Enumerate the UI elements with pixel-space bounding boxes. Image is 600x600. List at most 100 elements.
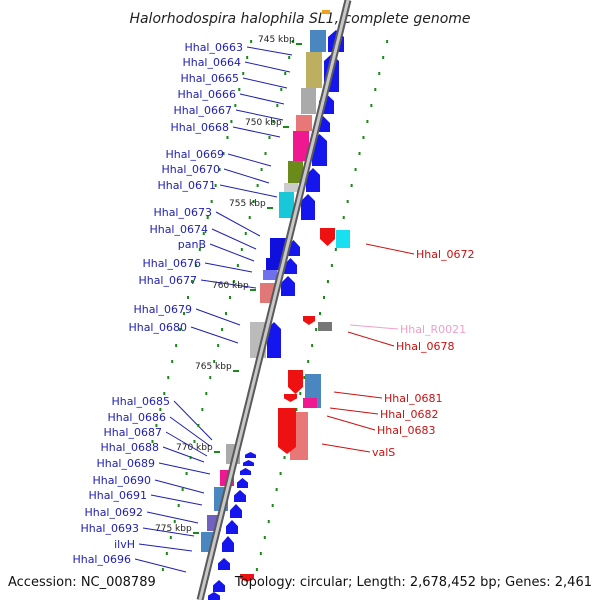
- gene-label[interactable]: Hhal_0689: [96, 457, 155, 470]
- gene-label[interactable]: Hhal_0665: [180, 72, 239, 85]
- gene-label[interactable]: Hhal_0696: [72, 553, 131, 566]
- tick-mark: [311, 344, 314, 347]
- gene-block: [303, 398, 317, 408]
- rna-label[interactable]: Hhal_R0021: [400, 323, 466, 336]
- gene-label[interactable]: Hhal_0688: [100, 441, 159, 454]
- summary-text: Topology: circular; Length: 2,678,452 bp…: [234, 575, 592, 590]
- major-tick: [283, 126, 289, 128]
- major-tick: [233, 370, 239, 372]
- gene-connector: [223, 168, 270, 184]
- tick-mark: [221, 328, 224, 331]
- gene-label[interactable]: Hhal_0670: [161, 163, 220, 176]
- gene-label[interactable]: Hhal_0682: [380, 408, 439, 421]
- gene-label[interactable]: Hhal_0679: [133, 303, 192, 316]
- gene-connector: [173, 400, 213, 441]
- forward-arrow: [213, 580, 225, 592]
- tick-mark: [155, 424, 158, 427]
- tick-mark: [378, 72, 381, 75]
- gene-block: [318, 322, 332, 331]
- tick-mark: [362, 136, 365, 139]
- tick-mark: [225, 312, 228, 315]
- gene-label[interactable]: Hhal_0673: [153, 206, 212, 219]
- gene-connector: [146, 511, 199, 524]
- gene-label[interactable]: Hhal_0691: [88, 489, 147, 502]
- tick-mark: [350, 184, 353, 187]
- tick-mark: [236, 264, 239, 267]
- forward-arrow: [218, 558, 230, 570]
- kbp-mark: 775 kbp: [155, 524, 192, 534]
- tick-mark: [295, 408, 298, 411]
- tick-mark: [244, 232, 247, 235]
- gene-label[interactable]: Hhal_0676: [142, 257, 201, 270]
- forward-arrow: [222, 536, 234, 552]
- tick-mark: [175, 344, 178, 347]
- gene-connector: [326, 415, 376, 431]
- gene-connector: [235, 109, 284, 121]
- tick-mark: [263, 536, 266, 539]
- reverse-arrow: [240, 574, 254, 582]
- tick-mark: [322, 296, 325, 299]
- reverse-arrow: [288, 370, 303, 394]
- gene-connector: [138, 543, 193, 552]
- tick-mark: [183, 312, 186, 315]
- gene-label[interactable]: Hhal_0663: [184, 41, 243, 54]
- forward-arrow: [208, 592, 220, 600]
- gene-block: [266, 258, 282, 270]
- tick-mark: [259, 552, 262, 555]
- gene-connector: [232, 126, 281, 138]
- accession-text: Accession: NC_008789: [8, 575, 156, 590]
- gene-label[interactable]: Hhal_0664: [182, 56, 241, 69]
- gene-label[interactable]: Hhal_0671: [157, 179, 216, 192]
- tick-mark: [358, 152, 361, 155]
- gene-label[interactable]: Hhal_0672: [416, 248, 475, 261]
- gene-label[interactable]: Hhal_0683: [377, 424, 436, 437]
- gene-label[interactable]: Hhal_0666: [177, 88, 236, 101]
- gene-connector: [209, 243, 255, 262]
- gene-label[interactable]: Hhal_0685: [111, 395, 170, 408]
- tick-mark: [303, 376, 306, 379]
- gene-label[interactable]: Hhal_0693: [80, 522, 139, 535]
- gene-label[interactable]: valS: [372, 446, 395, 459]
- tick-mark: [202, 232, 205, 235]
- gene-connector: [227, 153, 272, 167]
- gene-connector: [365, 243, 415, 255]
- gene-connector: [154, 479, 205, 494]
- gene-block: [284, 183, 298, 192]
- tick-mark: [366, 120, 369, 123]
- tick-mark: [255, 568, 258, 571]
- tick-mark: [374, 88, 377, 91]
- gene-label[interactable]: Hhal_0678: [396, 340, 455, 353]
- tick-mark: [272, 120, 275, 123]
- tick-mark: [214, 184, 217, 187]
- forward-arrow: [284, 258, 297, 274]
- gene-connector: [333, 391, 383, 399]
- forward-arrow: [237, 478, 248, 488]
- gene-label[interactable]: Hhal_0690: [92, 474, 151, 487]
- tick-mark: [382, 56, 385, 59]
- gene-label[interactable]: ilvH: [114, 538, 135, 551]
- gene-label[interactable]: Hhal_0680: [128, 321, 187, 334]
- tick-mark: [267, 520, 270, 523]
- gene-label[interactable]: Hhal_0692: [84, 506, 143, 519]
- gene-connector: [165, 431, 208, 457]
- gene-label[interactable]: Hhal_0668: [170, 121, 229, 134]
- tick-mark: [288, 56, 291, 59]
- forward-arrow: [230, 504, 242, 518]
- gene-label[interactable]: Hhal_0677: [138, 274, 197, 287]
- gene-label[interactable]: Hhal_0674: [149, 223, 208, 236]
- gene-label[interactable]: Hhal_0687: [103, 426, 162, 439]
- gene-label[interactable]: Hhal_0686: [107, 411, 166, 424]
- gene-label[interactable]: Hhal_0681: [384, 392, 443, 405]
- tick-mark: [250, 40, 253, 43]
- gene-label[interactable]: panB: [178, 238, 206, 251]
- tick-mark: [226, 136, 229, 139]
- tick-mark: [213, 360, 216, 363]
- tick-mark: [342, 216, 345, 219]
- gene-label[interactable]: Hhal_0667: [173, 104, 232, 117]
- tick-mark: [217, 344, 220, 347]
- gene-connector: [244, 61, 291, 73]
- reverse-arrow: [278, 408, 296, 454]
- gene-label[interactable]: Hhal_0669: [165, 148, 224, 161]
- tick-mark: [386, 40, 389, 43]
- forward-arrow: [306, 168, 320, 192]
